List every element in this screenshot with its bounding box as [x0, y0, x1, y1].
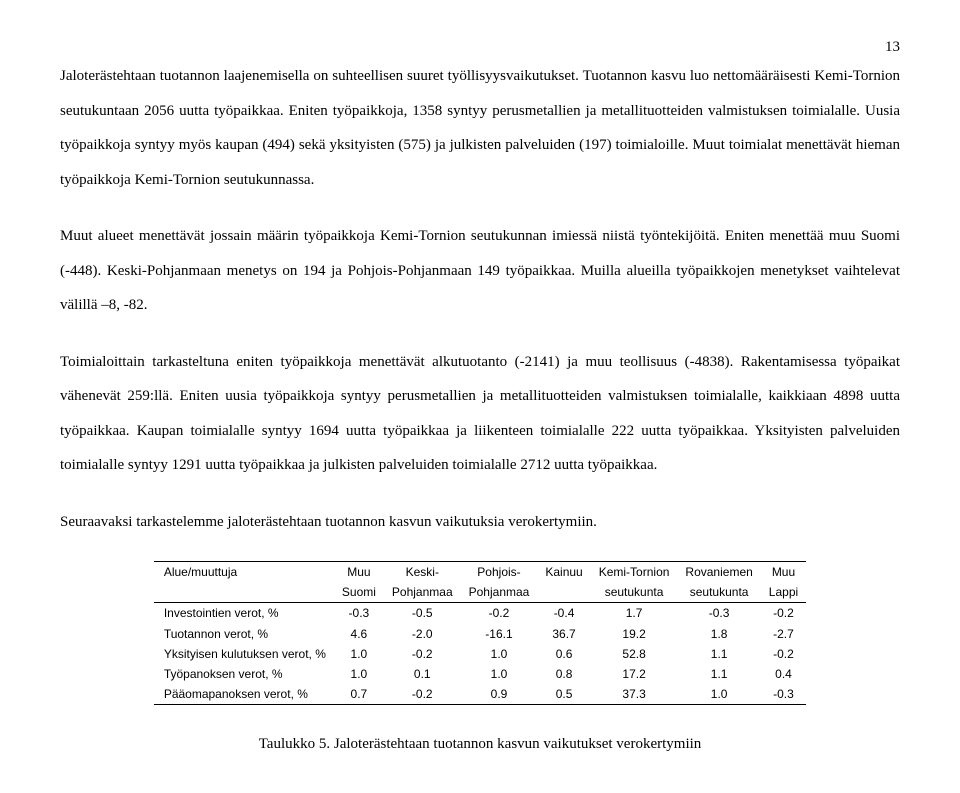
cell: -0.3: [334, 603, 384, 624]
hdr-muu-lappi-1: Muu: [761, 562, 806, 583]
cell: 4.6: [334, 624, 384, 644]
hdr-kemi-tornion-2: seutukunta: [591, 582, 678, 603]
hdr-muu-suomi-1: Muu: [334, 562, 384, 583]
row-label: Investointien verot, %: [154, 603, 334, 624]
cell: 0.4: [761, 664, 806, 684]
table-row: Tuotannon verot, % 4.6 -2.0 -16.1 36.7 1…: [154, 624, 806, 644]
cell: 0.5: [537, 684, 590, 705]
hdr-rovaniemen-1: Rovaniemen: [677, 562, 760, 583]
cell: -16.1: [461, 624, 538, 644]
row-label: Tuotannon verot, %: [154, 624, 334, 644]
hdr-keski-1: Keski-: [384, 562, 461, 583]
cell: 1.0: [461, 644, 538, 664]
cell: -0.2: [461, 603, 538, 624]
table-row: Investointien verot, % -0.3 -0.5 -0.2 -0…: [154, 603, 806, 624]
row-label: Yksityisen kulutuksen verot, %: [154, 644, 334, 664]
cell: 1.1: [677, 644, 760, 664]
cell: -0.2: [761, 603, 806, 624]
paragraph-1: Jaloterästehtaan tuotannon laajenemisell…: [60, 59, 900, 197]
hdr-kainuu: Kainuu: [537, 562, 590, 583]
cell: 52.8: [591, 644, 678, 664]
cell: 1.0: [461, 664, 538, 684]
table-row: Yksityisen kulutuksen verot, % 1.0 -0.2 …: [154, 644, 806, 664]
cell: 0.1: [384, 664, 461, 684]
page-number: 13: [60, 40, 900, 55]
hdr-rovaniemen-2: seutukunta: [677, 582, 760, 603]
tax-effects-table: Alue/muuttuja Muu Keski- Pohjois- Kainuu…: [154, 561, 806, 705]
hdr-pohjois-2: Pohjanmaa: [461, 582, 538, 603]
table-row: Työpanoksen verot, % 1.0 0.1 1.0 0.8 17.…: [154, 664, 806, 684]
hdr-muu-lappi-2: Lappi: [761, 582, 806, 603]
row-label: Pääomapanoksen verot, %: [154, 684, 334, 705]
cell: 0.9: [461, 684, 538, 705]
hdr-kainuu-2: [537, 582, 590, 603]
paragraph-2: Muut alueet menettävät jossain määrin ty…: [60, 219, 900, 323]
cell: 37.3: [591, 684, 678, 705]
hdr-kemi-tornion-1: Kemi-Tornion: [591, 562, 678, 583]
cell: 1.8: [677, 624, 760, 644]
cell: 0.8: [537, 664, 590, 684]
cell: -0.2: [761, 644, 806, 664]
hdr-keski-2: Pohjanmaa: [384, 582, 461, 603]
cell: -2.0: [384, 624, 461, 644]
paragraph-4: Seuraavaksi tarkastelemme jaloterästehta…: [60, 505, 900, 540]
hdr-blank: [154, 582, 334, 603]
cell: 1.0: [677, 684, 760, 705]
row-label: Työpanoksen verot, %: [154, 664, 334, 684]
cell: 1.0: [334, 644, 384, 664]
cell: -0.3: [761, 684, 806, 705]
cell: -0.2: [384, 644, 461, 664]
cell: 1.0: [334, 664, 384, 684]
table-header-row-1: Alue/muuttuja Muu Keski- Pohjois- Kainuu…: [154, 562, 806, 583]
table-caption: Taulukko 5. Jaloterästehtaan tuotannon k…: [60, 735, 900, 753]
cell: -0.5: [384, 603, 461, 624]
paragraph-3: Toimialoittain tarkasteltuna eniten työp…: [60, 345, 900, 483]
cell: -0.4: [537, 603, 590, 624]
cell: 0.6: [537, 644, 590, 664]
cell: 19.2: [591, 624, 678, 644]
cell: -0.2: [384, 684, 461, 705]
table-row: Pääomapanoksen verot, % 0.7 -0.2 0.9 0.5…: [154, 684, 806, 705]
hdr-muu-suomi-2: Suomi: [334, 582, 384, 603]
hdr-area-variable: Alue/muuttuja: [154, 562, 334, 583]
cell: 1.1: [677, 664, 760, 684]
cell: 36.7: [537, 624, 590, 644]
cell: 0.7: [334, 684, 384, 705]
cell: -2.7: [761, 624, 806, 644]
table-header-row-2: Suomi Pohjanmaa Pohjanmaa seutukunta seu…: [154, 582, 806, 603]
hdr-pohjois-1: Pohjois-: [461, 562, 538, 583]
cell: 17.2: [591, 664, 678, 684]
cell: -0.3: [677, 603, 760, 624]
cell: 1.7: [591, 603, 678, 624]
